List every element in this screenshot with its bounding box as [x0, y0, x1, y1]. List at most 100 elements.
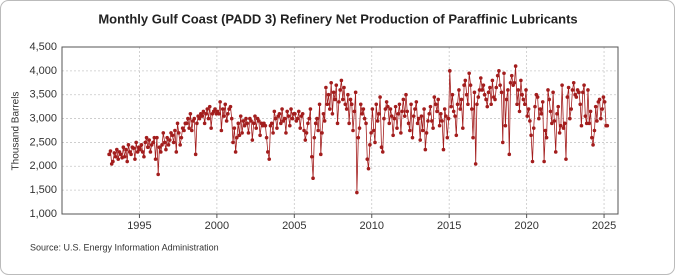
- data-point: [197, 116, 202, 121]
- data-point: [444, 114, 448, 118]
- data-point: [499, 90, 504, 95]
- data-point: [133, 157, 137, 161]
- data-point: [162, 140, 167, 145]
- data-point: [476, 95, 481, 99]
- data-point: [134, 140, 138, 145]
- data-point: [125, 159, 130, 164]
- data-point: [498, 83, 502, 87]
- data-point: [506, 88, 510, 92]
- data-point: [135, 150, 140, 154]
- data-point: [275, 126, 279, 130]
- data-point: [355, 190, 359, 195]
- data-point: [324, 85, 328, 90]
- data-point: [480, 88, 484, 92]
- data-point: [189, 128, 194, 133]
- data-point: [463, 78, 468, 83]
- data-point: [472, 90, 477, 95]
- data-point: [553, 150, 558, 154]
- data-point: [516, 88, 521, 92]
- data-point: [543, 128, 548, 133]
- data-point: [449, 104, 454, 109]
- data-point: [458, 107, 462, 111]
- data-point: [346, 92, 350, 97]
- data-point: [409, 102, 413, 107]
- data-point: [435, 109, 439, 114]
- data-point: [392, 116, 397, 121]
- data-point: [517, 109, 522, 114]
- data-point: [432, 95, 437, 99]
- data-point: [578, 102, 583, 107]
- data-point: [602, 100, 607, 104]
- data-point: [318, 152, 323, 157]
- data-point: [440, 119, 444, 123]
- data-point: [546, 88, 550, 92]
- data-point: [490, 78, 495, 83]
- data-point: [365, 157, 370, 161]
- data-point: [224, 119, 229, 123]
- data-point: [153, 157, 158, 161]
- data-point: [342, 85, 346, 90]
- data-point: [568, 116, 572, 121]
- data-point: [241, 119, 246, 123]
- data-point: [166, 143, 171, 147]
- data-point: [290, 116, 295, 121]
- data-point: [373, 140, 377, 145]
- data-point: [231, 140, 235, 145]
- data-point: [213, 107, 217, 111]
- data-point: [520, 92, 524, 97]
- data-point: [280, 107, 284, 111]
- data-point: [159, 150, 163, 154]
- data-point: [552, 119, 557, 123]
- data-point: [548, 109, 553, 114]
- data-point: [353, 90, 358, 95]
- data-point: [538, 107, 543, 111]
- data-point: [238, 114, 243, 118]
- data-point: [457, 88, 461, 92]
- data-point: [250, 138, 255, 142]
- data-point: [223, 102, 228, 107]
- data-point: [361, 107, 366, 111]
- x-tick-label: 2010: [360, 220, 384, 232]
- data-point: [317, 102, 322, 107]
- data-point: [329, 80, 333, 85]
- data-point: [124, 147, 128, 152]
- data-point: [468, 83, 473, 87]
- data-point: [515, 102, 519, 107]
- data-point: [327, 107, 332, 111]
- data-point: [587, 121, 591, 126]
- data-point: [533, 104, 537, 109]
- data-point: [512, 80, 517, 85]
- data-point: [592, 128, 597, 133]
- data-point: [375, 119, 380, 123]
- data-point: [164, 147, 168, 152]
- data-point: [333, 97, 337, 102]
- data-point: [382, 116, 386, 121]
- plot-frame: [61, 46, 619, 215]
- data-point: [424, 131, 429, 135]
- data-point: [146, 145, 150, 149]
- data-point: [408, 128, 412, 133]
- data-point: [218, 100, 222, 104]
- data-point: [118, 152, 123, 157]
- data-point: [513, 64, 518, 68]
- data-point: [237, 133, 242, 138]
- data-point: [310, 154, 314, 159]
- data-point: [131, 146, 136, 150]
- data-point: [286, 114, 291, 118]
- data-point: [427, 112, 432, 116]
- data-point: [182, 128, 186, 133]
- data-point: [402, 114, 407, 118]
- data-point: [574, 95, 579, 99]
- data-point: [297, 109, 301, 114]
- data-point: [401, 97, 406, 102]
- data-point: [495, 73, 500, 78]
- data-point: [380, 150, 385, 154]
- data-point: [251, 121, 256, 126]
- data-point: [547, 97, 552, 102]
- data-point: [220, 107, 225, 111]
- data-point: [204, 112, 208, 116]
- data-point: [249, 119, 253, 123]
- data-point: [258, 133, 262, 138]
- data-point: [446, 116, 451, 121]
